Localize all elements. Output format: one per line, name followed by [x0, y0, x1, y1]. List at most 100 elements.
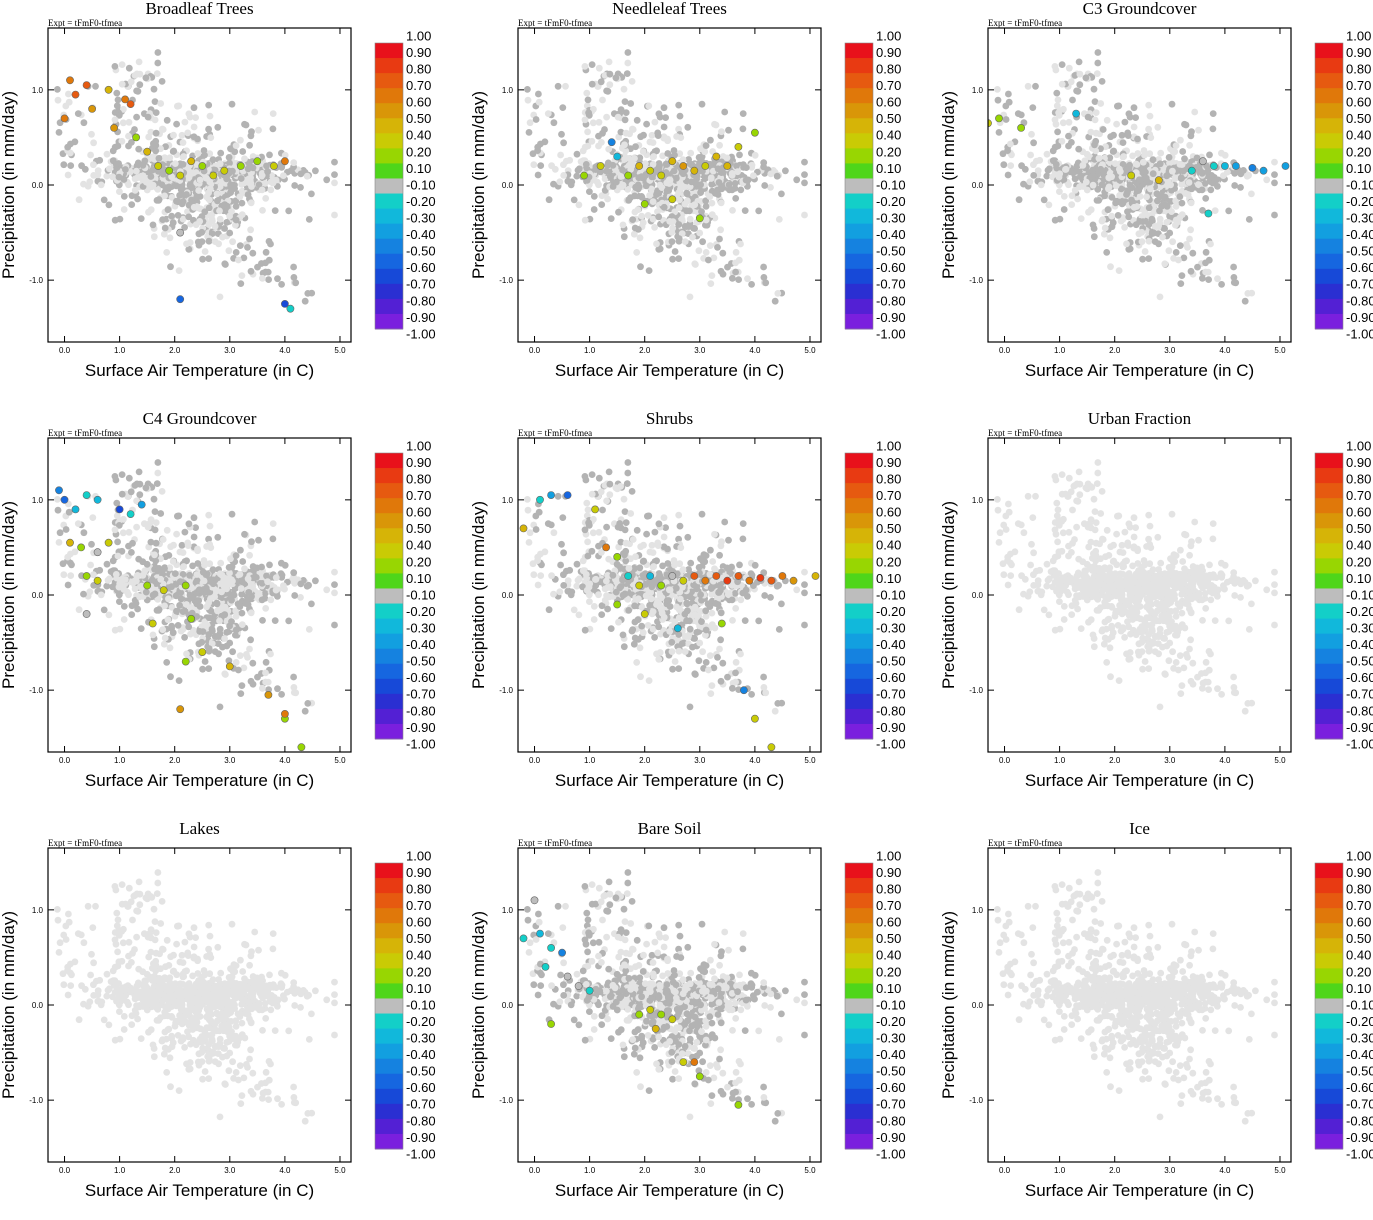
background-point — [175, 212, 182, 219]
colored-point — [270, 162, 277, 169]
background-point — [645, 103, 652, 110]
background-point — [180, 563, 187, 570]
background-point — [716, 142, 723, 149]
background-point — [121, 616, 128, 623]
background-point — [1202, 260, 1209, 267]
background-point — [167, 673, 174, 680]
background-point — [1083, 74, 1090, 81]
y-tick-label: 1.0 — [972, 86, 984, 95]
background-point — [103, 173, 110, 180]
background-point — [186, 572, 193, 579]
background-point — [167, 644, 174, 651]
background-point — [1000, 161, 1007, 168]
colorbar-swatch — [1315, 254, 1343, 270]
y-axis-label: Precipitation (in mm/day) — [939, 91, 958, 279]
background-point — [104, 561, 111, 568]
background-point — [184, 540, 191, 547]
background-point — [297, 581, 304, 588]
background-point — [732, 260, 739, 267]
background-point — [1046, 202, 1053, 209]
background-point — [266, 152, 273, 159]
background-point — [1027, 152, 1034, 159]
colorbar-swatch — [375, 254, 403, 270]
background-point — [150, 222, 157, 229]
background-point — [1214, 275, 1221, 282]
background-point — [151, 551, 158, 558]
background-point — [249, 250, 256, 257]
background-point — [155, 607, 162, 614]
background-point — [161, 193, 168, 200]
background-point — [1199, 187, 1206, 194]
background-point — [274, 275, 281, 282]
background-point — [684, 190, 691, 197]
background-point — [729, 275, 736, 282]
background-point — [1186, 142, 1193, 149]
background-point — [153, 519, 160, 526]
background-point — [742, 207, 749, 214]
colorbar-swatch — [375, 43, 403, 59]
background-point — [1094, 60, 1101, 67]
background-point — [112, 627, 119, 634]
background-point — [278, 281, 285, 288]
colored-point — [1073, 110, 1080, 117]
background-point — [331, 581, 338, 588]
background-point — [104, 151, 111, 158]
background-point — [1122, 119, 1129, 126]
background-point — [620, 222, 627, 229]
colorbar-label: 0.10 — [876, 161, 901, 176]
background-point — [1271, 171, 1278, 178]
background-point — [263, 659, 270, 666]
colorbar-swatch — [375, 679, 403, 695]
background-point — [214, 607, 221, 614]
background-point — [1091, 141, 1098, 148]
background-point — [675, 102, 682, 109]
background-point — [760, 264, 767, 271]
background-point — [1177, 137, 1184, 144]
background-point — [537, 162, 544, 169]
background-point — [645, 212, 652, 219]
background-point — [114, 539, 121, 546]
colorbar-label: -0.50 — [876, 244, 906, 259]
background-point — [221, 670, 228, 677]
background-point — [262, 195, 269, 202]
background-point — [1018, 162, 1025, 169]
background-point — [161, 603, 168, 610]
colorbar-label: -1.00 — [406, 736, 436, 751]
colored-point — [144, 582, 151, 589]
colorbar-label: 0.20 — [406, 554, 431, 569]
background-point — [149, 577, 156, 584]
colored-point — [177, 706, 184, 713]
background-point — [537, 141, 544, 148]
background-point — [1139, 238, 1146, 245]
background-point — [1173, 142, 1180, 149]
background-point — [598, 611, 605, 618]
colorbar-label: -0.60 — [876, 260, 906, 275]
background-point — [197, 193, 204, 200]
background-point — [244, 244, 251, 251]
background-point — [143, 74, 150, 81]
background-point — [290, 674, 297, 681]
background-point — [246, 236, 253, 243]
y-tick-label: -1.0 — [969, 276, 983, 285]
background-point — [646, 192, 653, 199]
background-point — [67, 572, 74, 579]
background-point — [1177, 280, 1184, 287]
background-point — [691, 225, 698, 232]
background-point — [237, 242, 244, 249]
background-point — [582, 63, 589, 70]
background-point — [535, 582, 542, 589]
background-point — [280, 172, 287, 179]
background-point — [241, 121, 248, 128]
background-point — [1099, 216, 1106, 223]
background-point — [589, 81, 596, 88]
background-point — [767, 184, 774, 191]
background-point — [737, 187, 744, 194]
background-point — [1141, 168, 1148, 175]
background-point — [1213, 177, 1220, 184]
background-point — [793, 586, 800, 593]
background-point — [667, 177, 674, 184]
background-point — [1137, 177, 1144, 184]
background-point — [767, 171, 774, 178]
background-point — [527, 119, 534, 126]
background-point — [1179, 148, 1186, 155]
